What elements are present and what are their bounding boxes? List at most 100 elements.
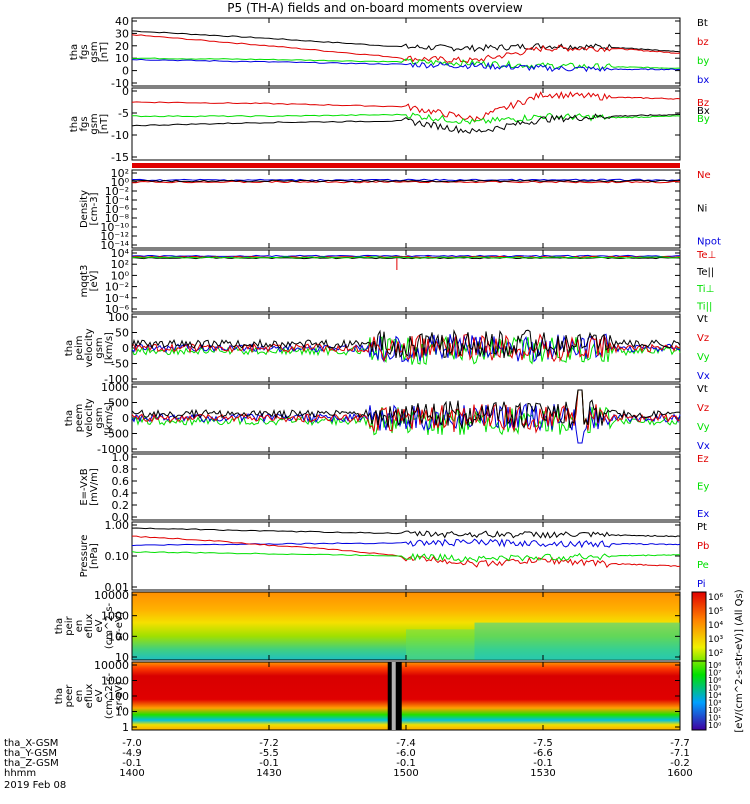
legend-entry-bx: Bx (697, 106, 710, 117)
series-line-bx (131, 113, 681, 134)
x-axis-value: -7.1 (670, 748, 690, 759)
y-tick-label: -500 (104, 428, 129, 441)
y-axis-label: sr-eV) (114, 611, 125, 640)
legend-entry-ni: Ni (697, 203, 707, 214)
y-axis-label: eflux (84, 614, 95, 639)
y-axis-label: velocity (84, 398, 95, 437)
x-axis-value: -7.5 (533, 738, 553, 749)
velocity-trace-red (131, 389, 681, 434)
y-tick-label: 0 (122, 65, 129, 78)
y-axis-label: tha (64, 340, 75, 356)
chart-title: P5 (TH-A) fields and on-board moments ov… (227, 1, 523, 15)
y-tick-label: 1000 (101, 381, 129, 394)
legend-entry-ne: Ne (697, 170, 711, 181)
x-axis-value: 1530 (530, 768, 555, 779)
colorbar-tick-label: 10¹ (708, 714, 721, 723)
x-axis-value: 1400 (119, 768, 144, 779)
y-tick-label: -50 (111, 358, 129, 371)
y-tick-label: 10⁻⁶ (105, 303, 130, 316)
y-axis-label: [mV/m] (89, 468, 100, 506)
spectrogram-patch (406, 629, 475, 660)
series-line-bz (131, 34, 680, 64)
y-tick-label: 10⁻⁴ (105, 194, 130, 207)
y-axis-label: gsm (89, 113, 100, 134)
y-tick-label: 0.4 (112, 487, 130, 500)
y-axis-label: [nT] (99, 42, 110, 62)
y-axis-label: tha (69, 44, 80, 60)
y-axis-label: tha (64, 410, 75, 426)
x-axis-value: 1500 (393, 768, 418, 779)
x-axis-value: -0.1 (396, 758, 416, 769)
y-axis-label: (cm^2-s- (104, 602, 115, 649)
y-tick-label: 10⁻¹⁴ (100, 239, 129, 252)
y-axis-label: tha (69, 116, 80, 132)
density-trace (131, 179, 681, 183)
y-tick-label: 0.01 (105, 581, 130, 594)
y-tick-label: 0.8 (112, 463, 130, 476)
y-axis-label: Density (79, 190, 90, 228)
series-line-by (131, 112, 681, 125)
x-axis-row-label: tha_Z-GSM (4, 758, 59, 769)
legend-entry-vy: Vy (697, 352, 710, 363)
colorbar-tick-label: 10⁷ (708, 669, 721, 678)
y-tick-label: -1000 (97, 443, 129, 456)
y-tick-label: 10⁻² (105, 185, 129, 198)
y-tick-label: -100 (104, 373, 129, 386)
x-axis-row-label: hhmm (4, 768, 36, 779)
y-tick-label: 10 (115, 52, 129, 65)
x-axis-value: -6.6 (533, 748, 553, 759)
legend-entry-pt: Pt (697, 522, 707, 533)
y-axis-label: peer (64, 684, 75, 708)
y-tick-label: 10² (111, 258, 129, 271)
colorbar-tick-label: 10³ (708, 635, 723, 645)
y-tick-label: 10⁻² (105, 281, 129, 294)
y-axis-label: eflux (84, 684, 95, 709)
y-axis-label: velocity (84, 328, 95, 367)
spectrogram-fill (132, 662, 680, 730)
series-line-pe (131, 551, 681, 563)
y-axis-label: gsm (89, 41, 100, 62)
series-line-bt (131, 30, 681, 53)
legend-entry-by: By (697, 114, 710, 125)
x-axis-value: -6.0 (396, 748, 416, 759)
y-axis-label: fgs (79, 116, 90, 131)
legend-entry-pe: Pe (697, 560, 709, 571)
y-tick-label: 20 (115, 40, 129, 53)
y-axis-label: gsm (94, 407, 105, 428)
y-tick-label: -10 (111, 129, 129, 142)
y-tick-label: -10 (111, 77, 129, 90)
temp-trace (131, 256, 681, 259)
series-line-bx (131, 58, 681, 73)
legend-entry-vz: Vz (697, 333, 709, 344)
y-axis-label: sr-eV) (114, 681, 125, 710)
colorbar-tick-label: 10³ (708, 699, 721, 708)
legend-entry-ti: Ti|| (696, 301, 712, 312)
y-tick-label: 0 (122, 85, 129, 98)
colorbar-tick-label: 10⁶ (708, 676, 721, 685)
y-tick-label: 10⁻⁸ (105, 212, 130, 225)
y-axis-label: (cm^2-s- (104, 672, 115, 719)
y-tick-label: 0.6 (112, 475, 130, 488)
x-axis-value: -0.1 (533, 758, 553, 769)
legend-entry-ey: Ey (697, 482, 709, 493)
y-tick-label: -5 (118, 107, 129, 120)
y-tick-label: 10 (115, 651, 129, 664)
y-tick-label: 100 (108, 630, 129, 643)
legend-entry-by: by (697, 56, 709, 67)
x-axis-value: -5.5 (259, 748, 279, 759)
legend-entry-te: Te|| (696, 267, 714, 278)
y-tick-label: 10⁰ (111, 176, 130, 189)
y-tick-label: 1 (122, 721, 129, 734)
colorbar-tick-label: 10² (708, 706, 721, 715)
y-axis-label: [cm-3] (89, 192, 100, 225)
series-line-by (131, 57, 680, 71)
series-line-pi (131, 538, 681, 549)
y-axis-label: [nT] (99, 114, 110, 134)
y-tick-label: 500 (108, 397, 129, 410)
legend-entry-vz: Vz (697, 403, 709, 414)
legend-entry-ti: Ti⊥ (696, 284, 714, 295)
y-axis-label: [eV] (89, 271, 100, 292)
y-tick-label: 10⁻¹⁰ (100, 221, 129, 234)
legend-entry-bz: Bz (697, 98, 709, 109)
y-axis-label: tha (54, 688, 65, 704)
